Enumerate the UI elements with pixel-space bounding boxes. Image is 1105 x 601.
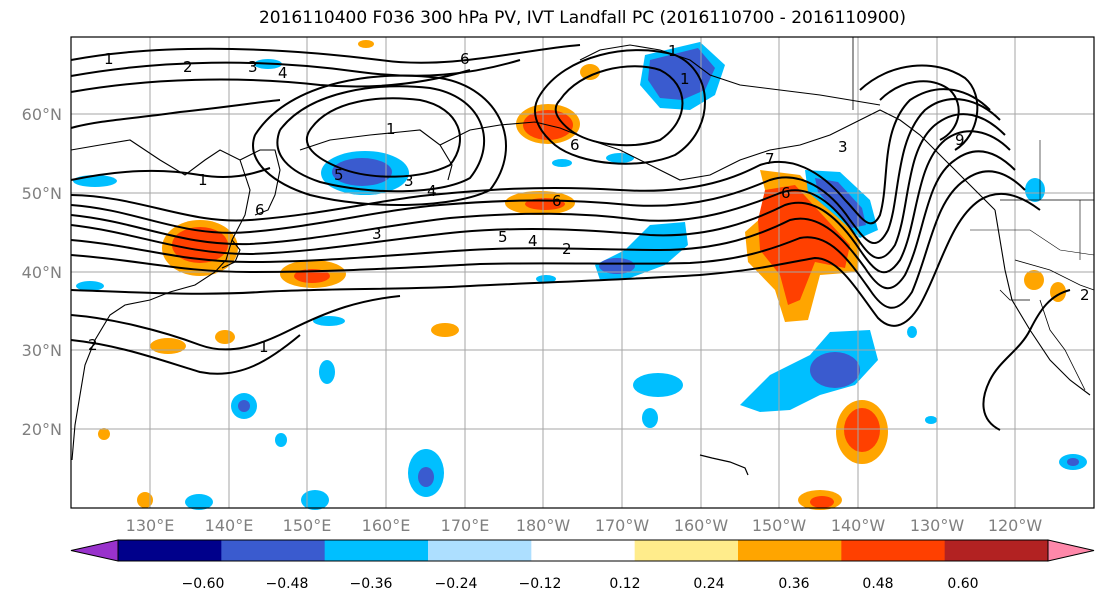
lat-tick-label: 50°N <box>22 184 62 203</box>
lon-tick-label: 130°E <box>126 516 175 535</box>
contour-label: 2 <box>88 336 98 354</box>
contour-label: 1 <box>386 120 396 138</box>
graticule <box>71 37 1094 508</box>
contour-label: 1 <box>668 42 678 60</box>
lat-tick-label: 40°N <box>22 263 62 282</box>
contour-label: 4 <box>278 64 288 82</box>
lon-tick-label: 160°W <box>674 516 729 535</box>
colorbar-segment <box>738 540 842 561</box>
colorbar-tick-label: 0.48 <box>862 576 893 592</box>
colorbar-segment <box>531 540 636 561</box>
lat-tick-label: 30°N <box>22 341 62 360</box>
map-frame <box>70 36 1095 509</box>
colorbar-outline <box>117 539 1049 562</box>
lon-tick-label: 130°W <box>910 516 965 535</box>
positive-anomaly-gulf-alaska <box>745 170 860 322</box>
colorbar-tick-label: −0.48 <box>266 576 309 592</box>
contour-label: 9 <box>955 131 965 149</box>
positive-anomaly-asia <box>162 220 238 276</box>
contour-label: 6 <box>781 184 791 202</box>
contour-label: 1 <box>259 338 269 356</box>
contour-label: 5 <box>334 166 344 184</box>
positive-anomaly-subtropics <box>98 40 1066 510</box>
colorbar-segment <box>118 540 222 561</box>
latitude-ticks: 60°N 50°N 40°N 30°N 20°N <box>22 105 62 439</box>
contour-label: 4 <box>427 182 437 200</box>
colorbar-tick-label: 0.60 <box>947 576 978 592</box>
contour-label: 1 <box>680 70 690 88</box>
contour-label: 4 <box>528 232 538 250</box>
colorbar-extend-low <box>70 539 119 562</box>
lat-tick-label: 20°N <box>22 420 62 439</box>
longitude-ticks: 130°E 140°E 150°E 160°E 170°E 180°W 170°… <box>126 516 1043 535</box>
colorbar-tick-label: −0.12 <box>519 576 562 592</box>
lon-tick-label: 150°E <box>283 516 332 535</box>
lon-tick-label: 180°W <box>516 516 571 535</box>
colorbar-tick-label: −0.60 <box>182 576 225 592</box>
contour-label: 6 <box>255 201 265 219</box>
contour-label: 1 <box>104 50 114 68</box>
contour-label: 3 <box>838 138 848 156</box>
contour-label: 1 <box>198 171 208 189</box>
positive-anomaly-japan-east <box>280 260 346 288</box>
lon-tick-label: 170°W <box>595 516 650 535</box>
colorbar-extend-high <box>1047 539 1095 562</box>
colorbar-tick-label: −0.24 <box>435 576 478 592</box>
contour-label: 7 <box>765 150 775 168</box>
positive-anomaly-aleutian <box>505 191 575 215</box>
lon-tick-label: 160°E <box>362 516 411 535</box>
contour-label: 3 <box>248 58 258 76</box>
coastlines <box>70 37 1095 476</box>
contour-label: 6 <box>570 136 580 154</box>
contour-label: 6 <box>552 192 562 210</box>
lon-tick-label: 140°W <box>831 516 886 535</box>
pv-contours <box>70 44 1071 431</box>
contour-label: 2 <box>562 240 572 258</box>
contour-label: 2 <box>183 58 193 76</box>
colorbar-segment <box>221 540 326 561</box>
colorbar-segment <box>944 540 1049 561</box>
negative-anomaly-gulf-alaska <box>805 170 878 238</box>
colorbar-segment <box>634 540 739 561</box>
colorbar-labels: −0.60 −0.48 −0.36 −0.24 −0.12 0.12 0.24 … <box>182 576 979 592</box>
contour-label: 3 <box>404 172 414 190</box>
colorbar-tick-label: 0.12 <box>609 576 640 592</box>
colorbar <box>70 539 1095 562</box>
colorbar-tick-label: 0.36 <box>778 576 809 592</box>
colorbar-tick-label: −0.36 <box>350 576 393 592</box>
lon-tick-label: 150°W <box>752 516 807 535</box>
colorbar-segment <box>324 540 429 561</box>
lon-tick-label: 170°E <box>441 516 490 535</box>
contour-label: 2 <box>1080 286 1090 304</box>
contour-label: 6 <box>460 50 470 68</box>
contour-labels: 1 2 3 4 6 1 5 3 4 1 6 6 3 5 4 2 6 1 7 3 … <box>88 42 1090 356</box>
lon-tick-label: 120°W <box>988 516 1043 535</box>
contour-label: 3 <box>372 225 382 243</box>
negative-anomaly-kamchatka <box>321 151 409 195</box>
colorbar-segment <box>428 540 532 561</box>
contour-label: 5 <box>498 228 508 246</box>
lat-tick-label: 60°N <box>22 105 62 124</box>
negative-anomaly-central-pacific <box>595 222 688 280</box>
colorbar-tick-label: 0.24 <box>693 576 724 592</box>
lon-tick-label: 140°E <box>205 516 254 535</box>
colorbar-segment <box>841 540 946 561</box>
map-title: 2016110400 F036 300 hPa PV, IVT Landfall… <box>258 8 906 28</box>
